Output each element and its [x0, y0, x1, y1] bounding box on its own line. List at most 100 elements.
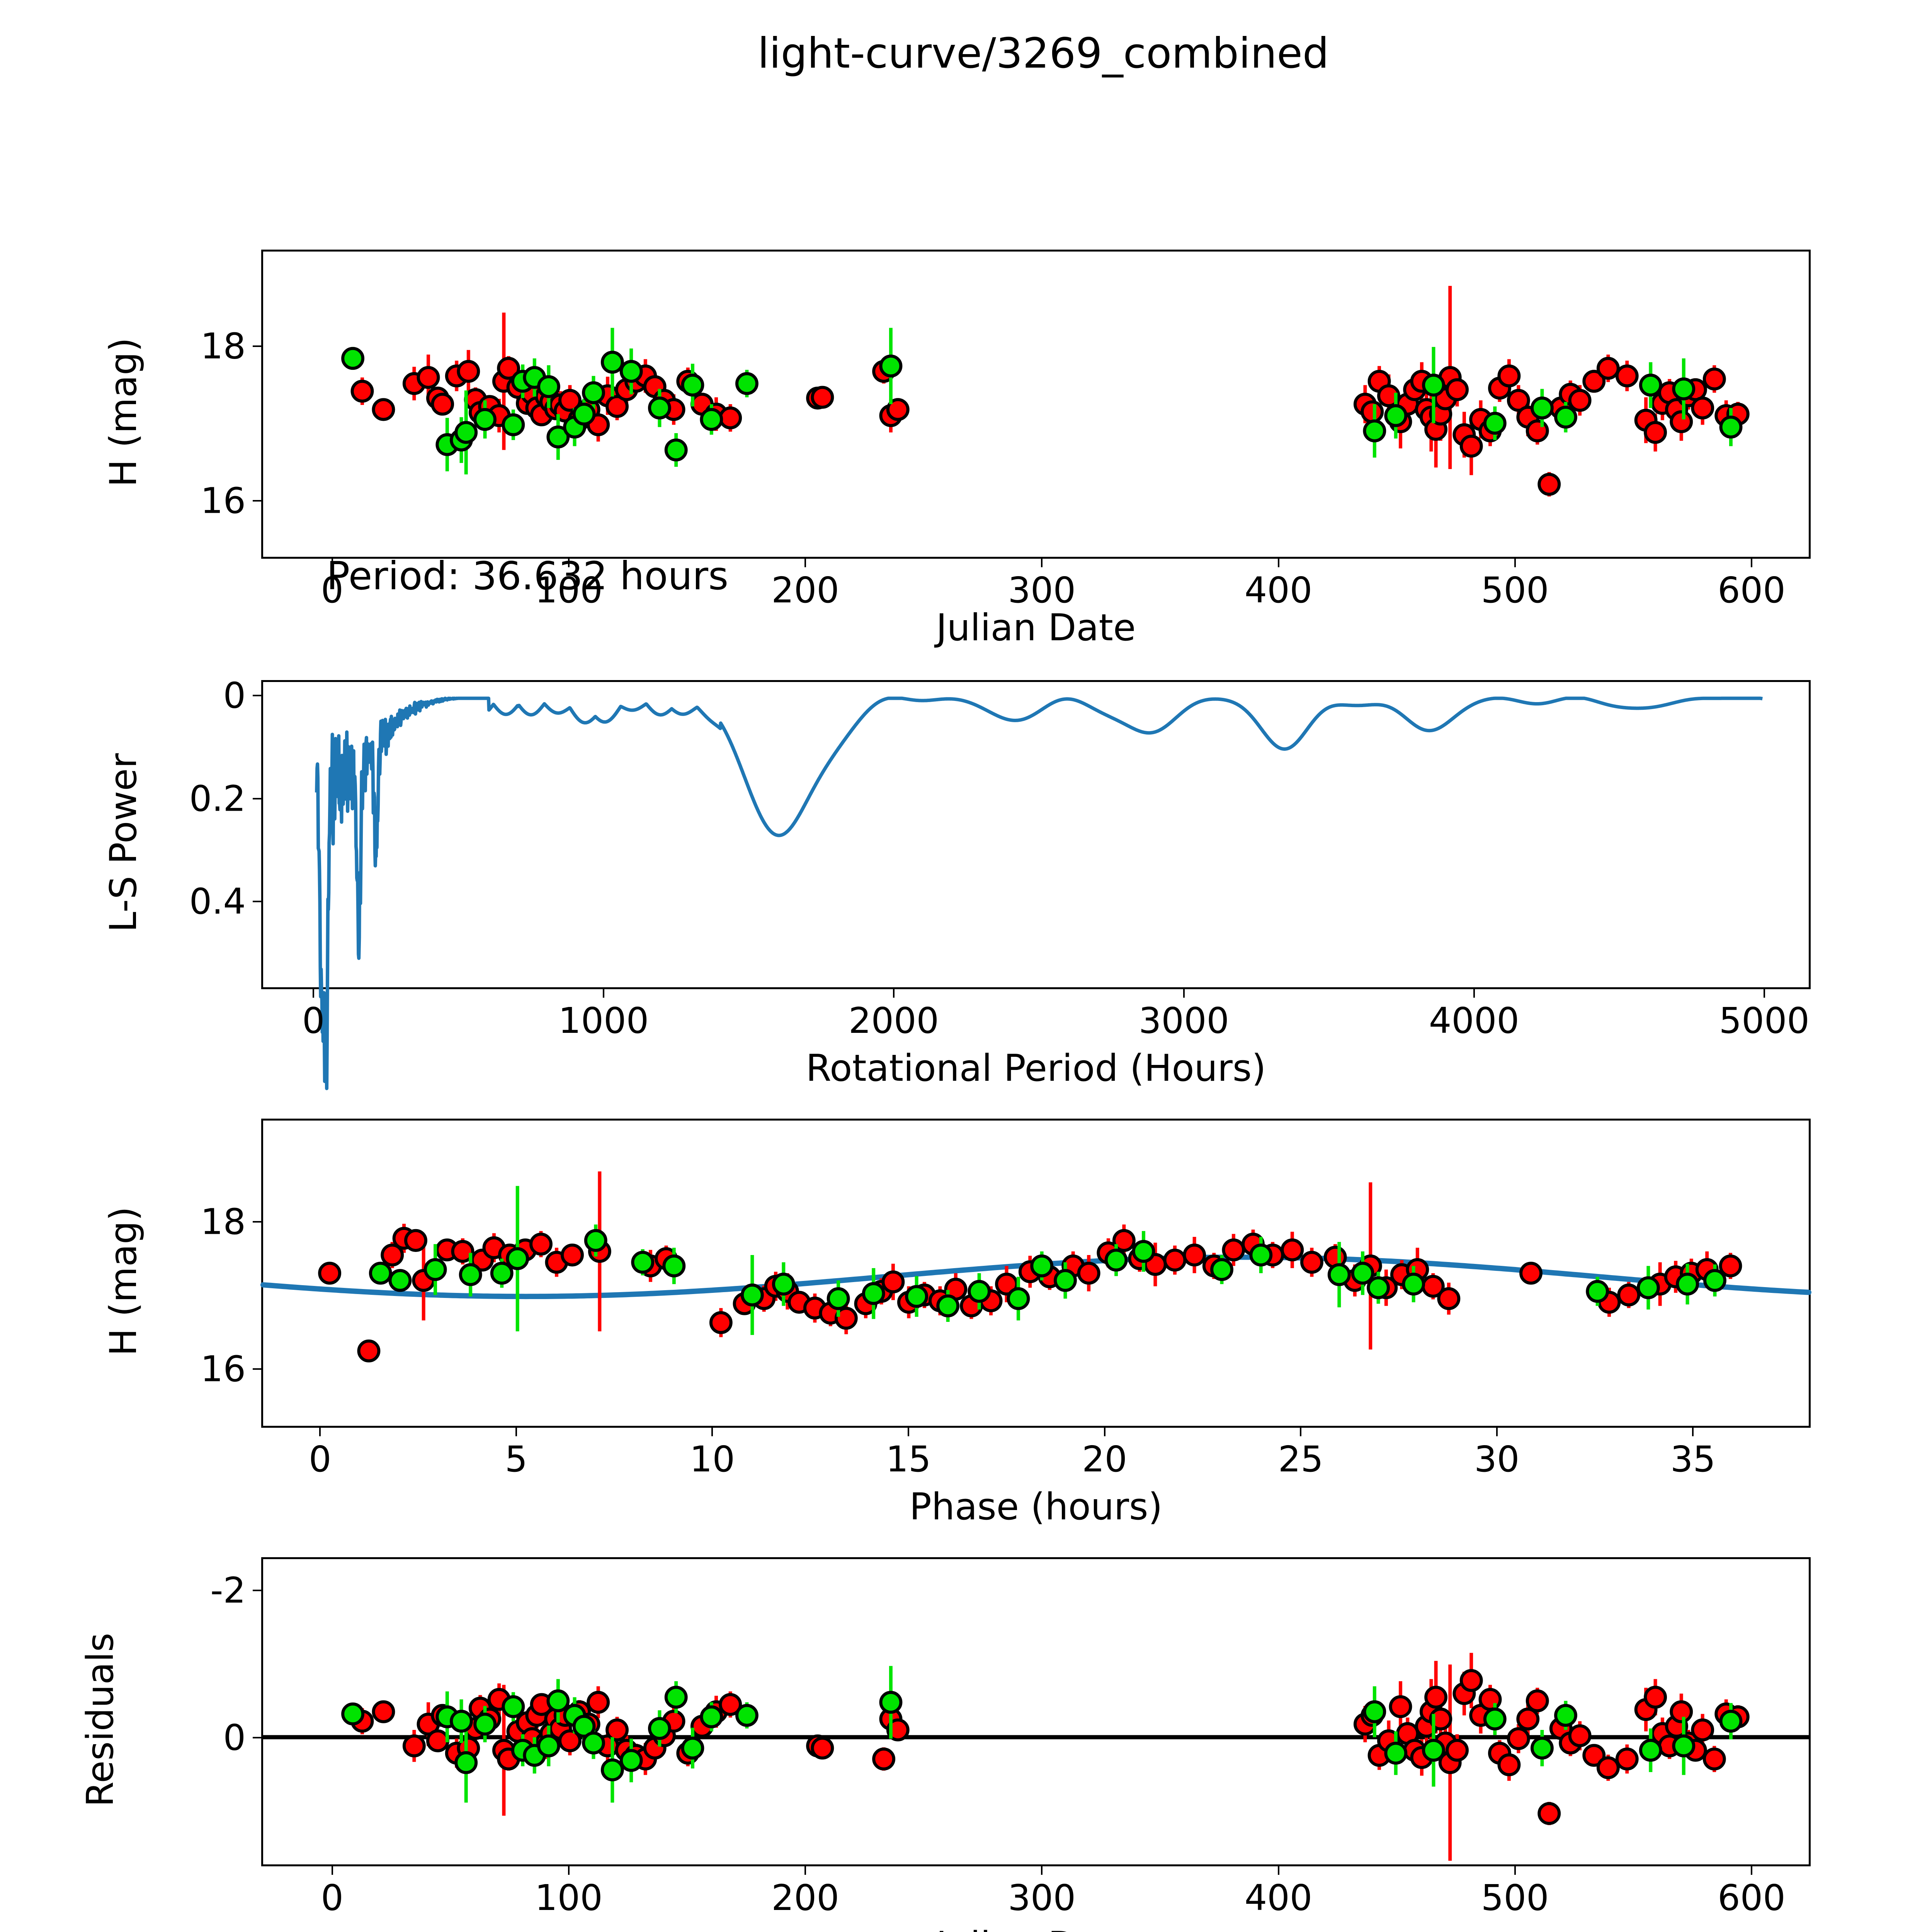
data-point — [587, 1690, 610, 1714]
y-tick-label: -2 — [210, 1570, 246, 1611]
data-point — [537, 375, 560, 398]
residuals-panel — [261, 1557, 1811, 1866]
data-point — [1367, 1276, 1390, 1299]
data-point — [619, 360, 643, 383]
data-point — [1429, 1708, 1452, 1731]
data-point — [1132, 1240, 1155, 1263]
x-tick-mark — [313, 989, 315, 998]
x-tick-label: 500 — [1481, 570, 1549, 611]
data-point — [1377, 384, 1400, 407]
data-point — [1615, 364, 1639, 388]
data-point — [1537, 473, 1561, 496]
data-point — [450, 1709, 473, 1733]
x-tick-label: 0 — [321, 570, 344, 611]
data-point — [546, 425, 570, 449]
data-point — [700, 408, 723, 431]
series-green — [341, 328, 1743, 474]
data-point — [772, 1272, 795, 1296]
data-point — [811, 386, 834, 409]
data-point — [1676, 1272, 1699, 1296]
x-tick-label: 600 — [1718, 1877, 1786, 1918]
y-tick-mark — [253, 1736, 261, 1738]
figure-title: light-curve/3269_combined — [757, 29, 1329, 78]
data-point — [1077, 1262, 1100, 1285]
x-tick-mark — [319, 1428, 321, 1436]
x-tick-mark — [1104, 1428, 1105, 1436]
data-point — [537, 1734, 560, 1758]
residuals-plot-area — [263, 1653, 1809, 1861]
data-point — [341, 1702, 364, 1726]
data-point — [1568, 389, 1592, 412]
data-point — [886, 398, 910, 421]
data-point — [558, 389, 582, 412]
data-point — [1478, 1688, 1502, 1711]
data-point — [1507, 389, 1530, 412]
data-point — [572, 403, 596, 426]
data-point — [1519, 1262, 1543, 1285]
y-tick-mark — [253, 500, 261, 502]
data-point — [1644, 1685, 1667, 1709]
series-red — [318, 1171, 1742, 1362]
data-point — [1054, 1269, 1077, 1292]
data-point — [584, 1229, 607, 1252]
data-point — [350, 379, 374, 403]
periodogram-line — [315, 696, 1764, 1090]
period-annotation: Period: 36.632 hours — [327, 553, 729, 599]
data-point — [905, 1285, 929, 1308]
data-point — [735, 1704, 759, 1727]
data-point — [582, 1731, 605, 1755]
data-point — [879, 1690, 903, 1714]
data-point — [561, 1243, 584, 1267]
data-point — [1596, 1756, 1620, 1779]
data-point — [1104, 1248, 1128, 1272]
data-point — [1615, 1747, 1639, 1770]
data-point — [1719, 415, 1743, 439]
data-point — [1389, 1695, 1412, 1718]
light-curve-xlabel: Julian Date — [936, 607, 1136, 649]
x-tick-label: 2000 — [848, 1000, 939, 1041]
x-tick-label: 0 — [302, 1000, 325, 1041]
x-tick-mark — [711, 1428, 713, 1436]
residuals-xlabel: Julian Date — [650, 1924, 1422, 1932]
data-point — [372, 1700, 395, 1723]
series-green — [341, 1666, 1743, 1803]
data-point — [572, 1714, 596, 1738]
periodogram-ylabel: L-S Power — [102, 753, 145, 932]
y-tick-label: 0.2 — [189, 778, 246, 820]
x-tick-label: 400 — [1244, 570, 1313, 611]
x-tick-label: 5000 — [1719, 1000, 1810, 1041]
phase-folded-plot-area — [260, 1171, 1811, 1362]
data-point — [1691, 1718, 1714, 1742]
x-tick-label: 25 — [1278, 1439, 1323, 1480]
data-point — [1281, 1238, 1304, 1262]
data-point — [502, 1695, 525, 1718]
data-point — [664, 1685, 688, 1709]
data-point — [719, 406, 742, 430]
data-point — [1183, 1243, 1206, 1267]
periodogram-plot-area — [315, 696, 1764, 1090]
x-tick-mark — [331, 559, 333, 567]
x-tick-label: 100 — [535, 570, 603, 611]
data-point — [1537, 1802, 1561, 1825]
data-point — [459, 1263, 482, 1286]
data-point — [1617, 1283, 1641, 1307]
data-point — [719, 1693, 742, 1716]
x-tick-label: 35 — [1670, 1439, 1716, 1480]
data-point — [1639, 1739, 1662, 1762]
data-point — [1384, 404, 1408, 427]
data-point — [1446, 1739, 1469, 1762]
data-point — [341, 347, 364, 370]
data-point — [454, 421, 478, 444]
x-tick-mark — [1496, 1428, 1498, 1436]
data-point — [619, 1749, 643, 1772]
data-point — [502, 413, 525, 436]
data-point — [1719, 1709, 1743, 1733]
x-tick-mark — [1183, 989, 1185, 998]
y-tick-label: 18 — [200, 325, 246, 367]
data-point — [1384, 1742, 1408, 1765]
data-point — [936, 1294, 960, 1318]
data-point — [834, 1306, 858, 1330]
data-point — [558, 1729, 582, 1752]
data-point — [1672, 377, 1696, 401]
data-point — [664, 438, 688, 462]
